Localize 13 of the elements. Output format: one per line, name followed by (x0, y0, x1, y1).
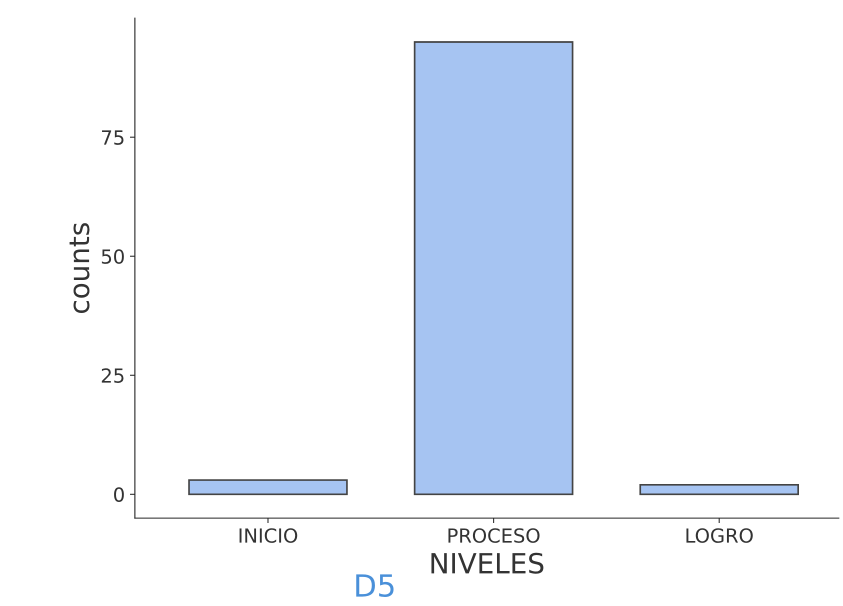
text: D5 (356, 574, 394, 598)
x-tick-label: PROCESO (448, 528, 540, 543)
x-axis-title: NIVELES (431, 552, 544, 574)
x-tick-label: INICIO (240, 528, 298, 543)
y-tick-label: 50 (102, 249, 124, 264)
bar (188, 479, 348, 496)
x-tick-label: LOGRO (686, 528, 753, 543)
bar (414, 41, 574, 496)
y-axis-title: counts (70, 223, 90, 314)
bar (639, 484, 800, 496)
y-tick-label: 25 (102, 368, 124, 383)
y-tick-label: 75 (102, 130, 124, 145)
y-tick-label: 0 (114, 487, 124, 502)
